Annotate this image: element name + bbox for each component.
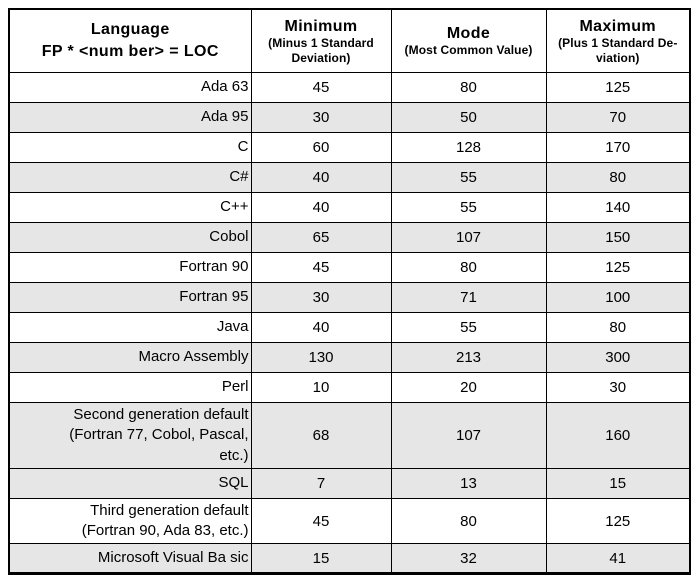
mode-cell: 32 (390, 543, 547, 575)
minimum-cell: 15 (250, 543, 392, 575)
fp-loc-conversion-table: Language FP * <num ber> = LOC Minimum (M… (8, 8, 691, 576)
mode-cell: 213 (390, 342, 547, 373)
table-row: Macro Assembly 130 213 300 (8, 342, 691, 373)
maximum-cell: 125 (545, 72, 691, 103)
minimum-cell: 30 (250, 282, 392, 313)
maximum-cell: 160 (545, 402, 691, 469)
mode-cell: 107 (390, 402, 547, 469)
minimum-cell: 45 (250, 252, 392, 283)
header-maximum-title: Maximum (579, 18, 657, 36)
table-row: Cobol 65 107 150 (8, 222, 691, 253)
table-row: C 60 128 170 (8, 132, 691, 163)
mode-cell: 71 (390, 282, 547, 313)
minimum-cell: 60 (250, 132, 392, 163)
table-header: Language FP * <num ber> = LOC Minimum (M… (8, 8, 691, 73)
table-row: Microsoft Visual Ba sic 15 32 41 (8, 543, 691, 575)
table-row: SQL 7 13 15 (8, 467, 691, 499)
minimum-cell: 45 (250, 497, 392, 545)
minimum-cell: 65 (250, 222, 392, 253)
mode-cell: 80 (390, 72, 547, 103)
table-row: Java 40 55 80 (8, 312, 691, 343)
maximum-cell: 41 (545, 543, 691, 575)
mode-cell: 13 (390, 467, 547, 499)
header-language: Language FP * <num ber> = LOC (8, 8, 252, 73)
table-row: Second generation default (Fortran 77, C… (8, 402, 691, 469)
language-cell: SQL (8, 467, 252, 499)
mode-cell: 55 (390, 192, 547, 223)
header-mode-subtitle: (Most Common Value) (404, 43, 533, 58)
table-row: Ada 63 45 80 125 (8, 72, 691, 103)
table-row: C++ 40 55 140 (8, 192, 691, 223)
header-row: Language FP * <num ber> = LOC Minimum (M… (8, 8, 691, 73)
language-cell: Ada 63 (8, 72, 252, 103)
header-minimum-subtitle: (Minus 1 Standard Deviation) (268, 36, 374, 65)
language-cell: Fortran 95 (8, 282, 252, 313)
minimum-cell: 45 (250, 72, 392, 103)
header-language-title: Language (90, 21, 170, 39)
minimum-cell: 40 (250, 192, 392, 223)
language-cell: C++ (8, 192, 252, 223)
maximum-cell: 30 (545, 372, 691, 403)
language-cell: Java (8, 312, 252, 343)
table-row: Fortran 90 45 80 125 (8, 252, 691, 283)
maximum-cell: 100 (545, 282, 691, 313)
language-cell: Cobol (8, 222, 252, 253)
minimum-cell: 68 (250, 402, 392, 469)
maximum-cell: 80 (545, 162, 691, 193)
header-mode: Mode (Most Common Value) (390, 8, 547, 73)
table-row: Ada 95 30 50 70 (8, 102, 691, 133)
maximum-cell: 300 (545, 342, 691, 373)
language-cell: Perl (8, 372, 252, 403)
language-cell: Second generation default (Fortran 77, C… (8, 402, 252, 469)
header-language-formula: FP * <num ber> = LOC (41, 43, 219, 60)
mode-cell: 20 (390, 372, 547, 403)
minimum-cell: 130 (250, 342, 392, 373)
mode-cell: 107 (390, 222, 547, 253)
table-row: C# 40 55 80 (8, 162, 691, 193)
maximum-cell: 125 (545, 252, 691, 283)
maximum-cell: 15 (545, 467, 691, 499)
minimum-cell: 30 (250, 102, 392, 133)
mode-cell: 50 (390, 102, 547, 133)
maximum-cell: 170 (545, 132, 691, 163)
mode-cell: 128 (390, 132, 547, 163)
minimum-cell: 10 (250, 372, 392, 403)
header-minimum-title: Minimum (284, 18, 358, 36)
mode-cell: 80 (390, 252, 547, 283)
table-body: Ada 63 45 80 125 Ada 95 30 50 70 C 60 12… (8, 72, 691, 575)
language-cell: Microsoft Visual Ba sic (8, 543, 252, 575)
mode-cell: 55 (390, 312, 547, 343)
header-minimum: Minimum (Minus 1 Standard Deviation) (250, 8, 392, 73)
maximum-cell: 70 (545, 102, 691, 133)
language-cell: C (8, 132, 252, 163)
table-row: Perl 10 20 30 (8, 372, 691, 403)
fp-loc-table-container: Language FP * <num ber> = LOC Minimum (M… (8, 8, 691, 576)
header-mode-title: Mode (446, 25, 491, 43)
maximum-cell: 125 (545, 497, 691, 545)
header-maximum: Maximum (Plus 1 Standard De- viation) (545, 8, 691, 73)
minimum-cell: 7 (250, 467, 392, 499)
table-row: Fortran 95 30 71 100 (8, 282, 691, 313)
language-cell: Third generation default (Fortran 90, Ad… (8, 497, 252, 545)
table-row: Third generation default (Fortran 90, Ad… (8, 497, 691, 545)
maximum-cell: 150 (545, 222, 691, 253)
mode-cell: 80 (390, 497, 547, 545)
header-maximum-subtitle: (Plus 1 Standard De- viation) (558, 36, 678, 65)
minimum-cell: 40 (250, 312, 392, 343)
language-cell: Ada 95 (8, 102, 252, 133)
language-cell: C# (8, 162, 252, 193)
maximum-cell: 80 (545, 312, 691, 343)
language-cell: Fortran 90 (8, 252, 252, 283)
maximum-cell: 140 (545, 192, 691, 223)
mode-cell: 55 (390, 162, 547, 193)
language-cell: Macro Assembly (8, 342, 252, 373)
minimum-cell: 40 (250, 162, 392, 193)
